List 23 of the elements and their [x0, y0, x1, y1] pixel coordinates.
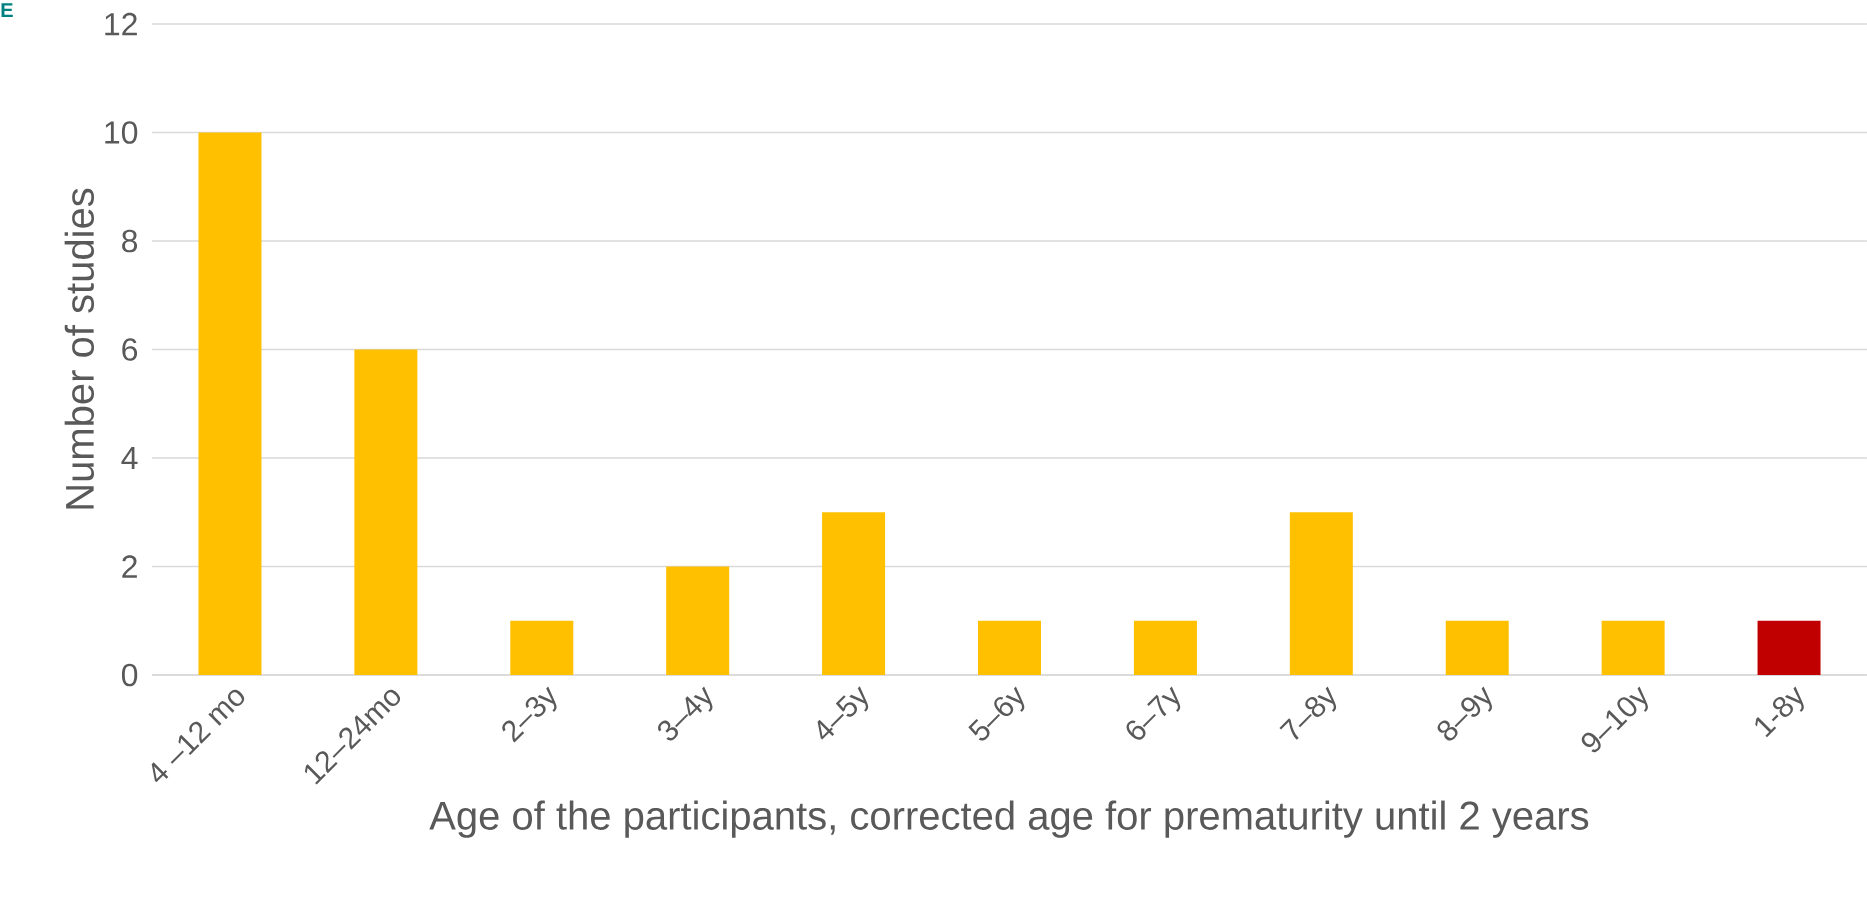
y-tick-label: 4	[121, 446, 138, 469]
bar	[666, 566, 730, 675]
y-tick-label: 10	[105, 121, 138, 144]
bar	[198, 132, 262, 675]
y-tick-label: 6	[122, 338, 138, 361]
bar	[1601, 620, 1665, 675]
x-tick-label: 4 –12 mo	[151, 689, 245, 783]
text: E	[1, 3, 13, 17]
y-axis-title: Number of studies	[64, 188, 95, 509]
bar	[510, 620, 574, 675]
y-tick-label: 0	[121, 663, 138, 687]
x-axis-title: Age of the participants, corrected age for prematurity until 2 years	[429, 800, 1589, 838]
bar	[1133, 620, 1197, 675]
y-tick-label: 12	[105, 12, 137, 36]
bar	[1445, 620, 1509, 675]
bar	[354, 349, 418, 675]
bar	[978, 620, 1042, 675]
bar	[1757, 620, 1821, 675]
x-tick-label: 1-8y	[1755, 686, 1804, 738]
bar	[1289, 512, 1353, 675]
y-tick-label: 2	[122, 555, 137, 578]
y-tick-label: 8	[122, 229, 138, 253]
bar	[822, 512, 886, 675]
